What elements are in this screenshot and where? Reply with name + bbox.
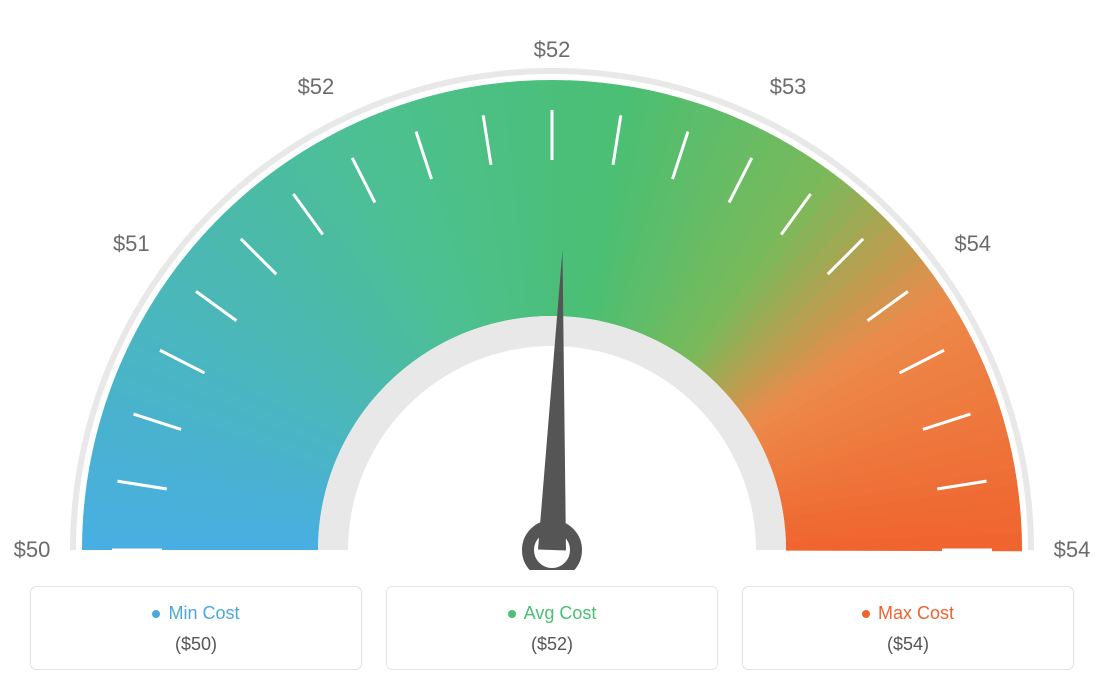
gauge-tick-label: $53	[770, 74, 807, 100]
legend-avg-cost: Avg Cost ($52)	[386, 586, 718, 670]
legend-dot-min	[152, 610, 160, 618]
cost-gauge-chart: $50 $51 $52 $52 $53 $54 $54	[0, 10, 1104, 570]
legend-max-cost: Max Cost ($54)	[742, 586, 1074, 670]
gauge-tick-label: $50	[14, 537, 51, 563]
legend-max-value: ($54)	[753, 634, 1063, 655]
legend-row: Min Cost ($50) Avg Cost ($52) Max Cost (…	[30, 586, 1074, 670]
gauge-tick-label: $52	[298, 74, 335, 100]
legend-min-label: Min Cost	[168, 603, 239, 624]
gauge-tick-label: $54	[954, 231, 991, 257]
legend-avg-value: ($52)	[397, 634, 707, 655]
legend-min-cost: Min Cost ($50)	[30, 586, 362, 670]
legend-avg-label: Avg Cost	[524, 603, 597, 624]
gauge-tick-label: $51	[113, 231, 150, 257]
gauge-tick-label: $54	[1054, 537, 1091, 563]
legend-min-value: ($50)	[41, 634, 351, 655]
legend-max-label: Max Cost	[878, 603, 954, 624]
legend-dot-max	[862, 610, 870, 618]
legend-dot-avg	[508, 610, 516, 618]
gauge-tick-label: $52	[534, 37, 571, 63]
gauge-svg	[0, 10, 1104, 570]
